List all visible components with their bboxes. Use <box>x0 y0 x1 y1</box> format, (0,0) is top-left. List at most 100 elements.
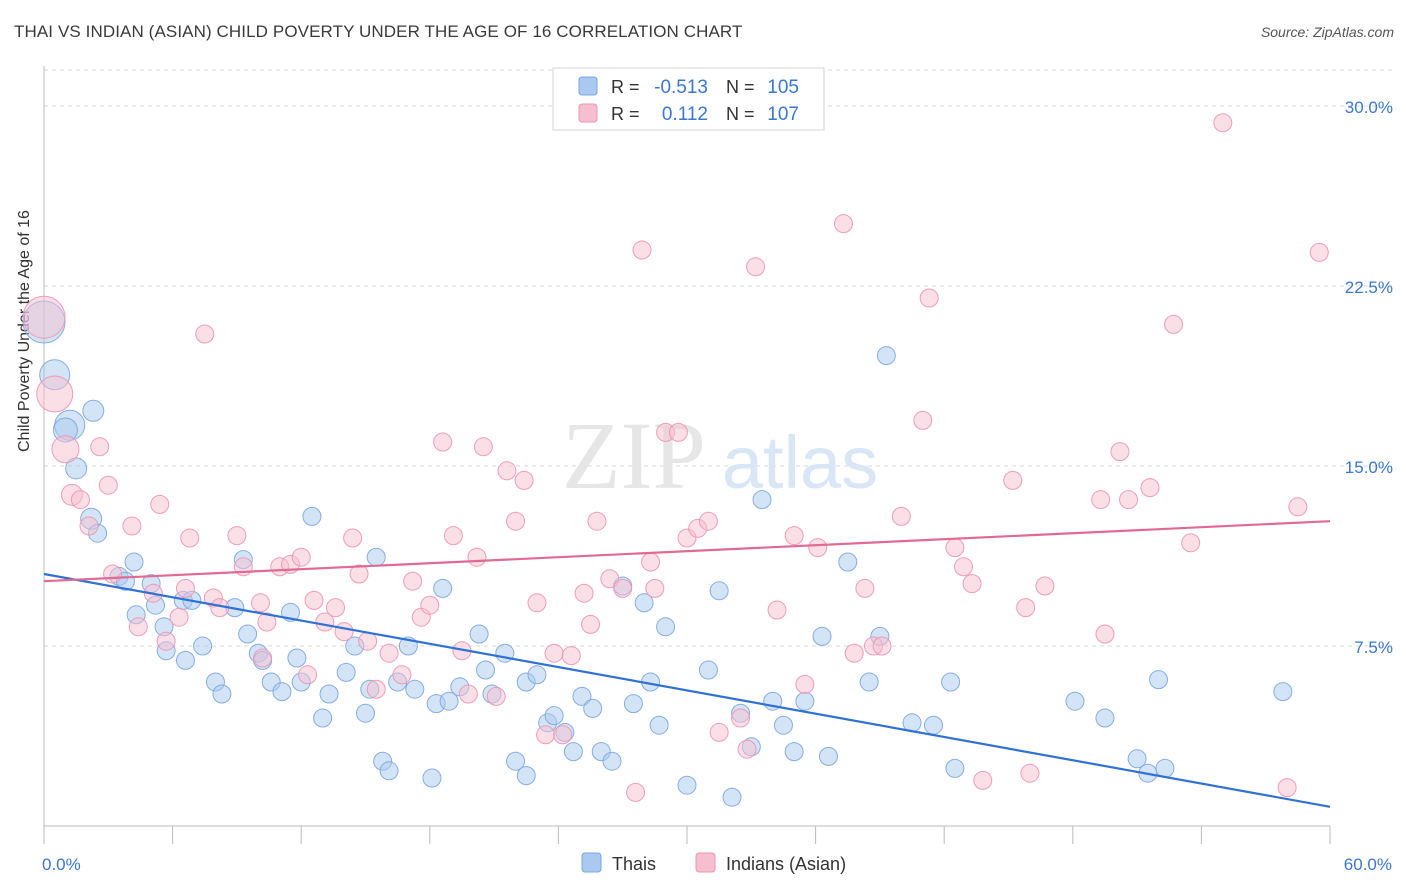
indians-point <box>632 240 652 260</box>
indians-point <box>36 375 74 413</box>
stats-r-value-indians: 0.112 <box>662 104 708 125</box>
indians-point <box>855 578 875 598</box>
thais-point <box>336 662 356 682</box>
watermark-atlas: atlas <box>722 421 878 504</box>
thais-point <box>634 593 654 613</box>
indians-point <box>1213 113 1233 133</box>
watermark-zip: ZIP <box>562 402 706 509</box>
thais-point <box>319 684 339 704</box>
thais-point <box>356 703 375 723</box>
thais-point <box>602 751 622 771</box>
indians-point <box>443 526 463 546</box>
thais-point <box>313 708 333 728</box>
stats-legend: R = -0.513 N = 105 R = 0.112 N = 107 <box>552 67 825 131</box>
axes <box>43 66 1331 844</box>
thais-point <box>1127 749 1147 769</box>
indians-point <box>1016 598 1036 618</box>
indians-point <box>1140 478 1160 498</box>
indians-point <box>645 578 665 598</box>
stats-swatch-thais <box>578 76 598 96</box>
indians-point <box>79 516 99 536</box>
thais-point <box>469 624 489 644</box>
stats-r-value-thais: -0.513 <box>654 77 708 98</box>
indians-point <box>544 643 564 663</box>
thais-trend-line <box>43 572 1331 808</box>
indians-point <box>784 526 804 546</box>
thais-point <box>941 672 961 692</box>
thais-point <box>656 617 676 637</box>
indians-point <box>527 593 547 613</box>
indians-point <box>70 490 90 510</box>
indians-point <box>486 686 506 706</box>
indians-point <box>844 643 864 663</box>
thais-point <box>238 624 258 644</box>
indians-point <box>379 643 399 663</box>
thais-point <box>812 626 832 646</box>
thais-point <box>563 742 583 762</box>
thais-point <box>677 775 697 795</box>
indians-point <box>945 538 965 558</box>
indians-point <box>51 435 80 464</box>
chart-title: THAI VS INDIAN (ASIAN) CHILD POVERTY UND… <box>14 22 743 41</box>
source-credit: Source: ZipAtlas.com <box>1260 24 1394 40</box>
indians-point <box>731 708 751 728</box>
indians-point <box>250 593 270 613</box>
thais-point <box>1065 691 1085 711</box>
indians-point <box>698 511 718 531</box>
thais-point <box>433 578 453 598</box>
indians-point <box>553 725 573 745</box>
y-tick-label: 7.5% <box>1354 638 1393 657</box>
indians-point <box>962 574 982 594</box>
indians-point <box>767 600 787 620</box>
thais-point <box>572 686 592 706</box>
indians-point <box>227 526 247 546</box>
thais-point <box>923 715 943 735</box>
indians-point <box>22 295 66 339</box>
indians-point <box>334 622 354 642</box>
stats-n-label-thais: N = <box>726 77 755 97</box>
indians-point <box>467 547 487 567</box>
thais-point <box>287 648 307 668</box>
indians-point <box>1091 490 1111 510</box>
indians-point <box>1035 576 1055 596</box>
thais-point <box>876 346 896 366</box>
indians-point <box>709 722 729 742</box>
indians-point <box>973 770 993 790</box>
indians-point <box>291 547 311 567</box>
indians-point <box>506 511 526 531</box>
indians-point <box>343 528 363 548</box>
indians-point <box>613 578 633 598</box>
indians-point <box>458 684 478 704</box>
indians-point <box>392 665 412 685</box>
indians-point <box>808 538 828 558</box>
indians-point <box>737 739 757 759</box>
thais-point <box>1273 682 1293 702</box>
thais-point <box>302 506 322 526</box>
thais-point <box>649 715 669 735</box>
thais-point <box>506 751 526 771</box>
stats-n-label-indians: N = <box>726 104 755 124</box>
stats-n-value-thais: 105 <box>767 77 799 98</box>
indians-point <box>626 782 646 802</box>
thais-point <box>193 636 213 656</box>
stats-legend-frame <box>552 67 825 131</box>
thais-point <box>516 766 536 786</box>
indians-point <box>128 617 148 637</box>
x-tick-label-min: 0.0% <box>42 855 81 874</box>
thais-point <box>272 682 292 702</box>
indians-point <box>1181 533 1201 553</box>
thais-point <box>439 691 459 711</box>
indians-point <box>581 614 601 634</box>
stats-r-label-thais: R = <box>611 77 640 97</box>
thais-point <box>709 581 729 601</box>
thais-point <box>544 706 564 726</box>
indians-point <box>349 564 369 584</box>
indians-point <box>90 437 110 457</box>
stats-n-value-indians: 107 <box>767 104 799 125</box>
indians-point <box>473 437 493 457</box>
indians-point <box>150 494 170 514</box>
indians-point <box>195 324 215 344</box>
watermark: ZIP atlas <box>562 402 878 509</box>
indians-point <box>1020 763 1040 783</box>
indians-point <box>795 674 815 694</box>
